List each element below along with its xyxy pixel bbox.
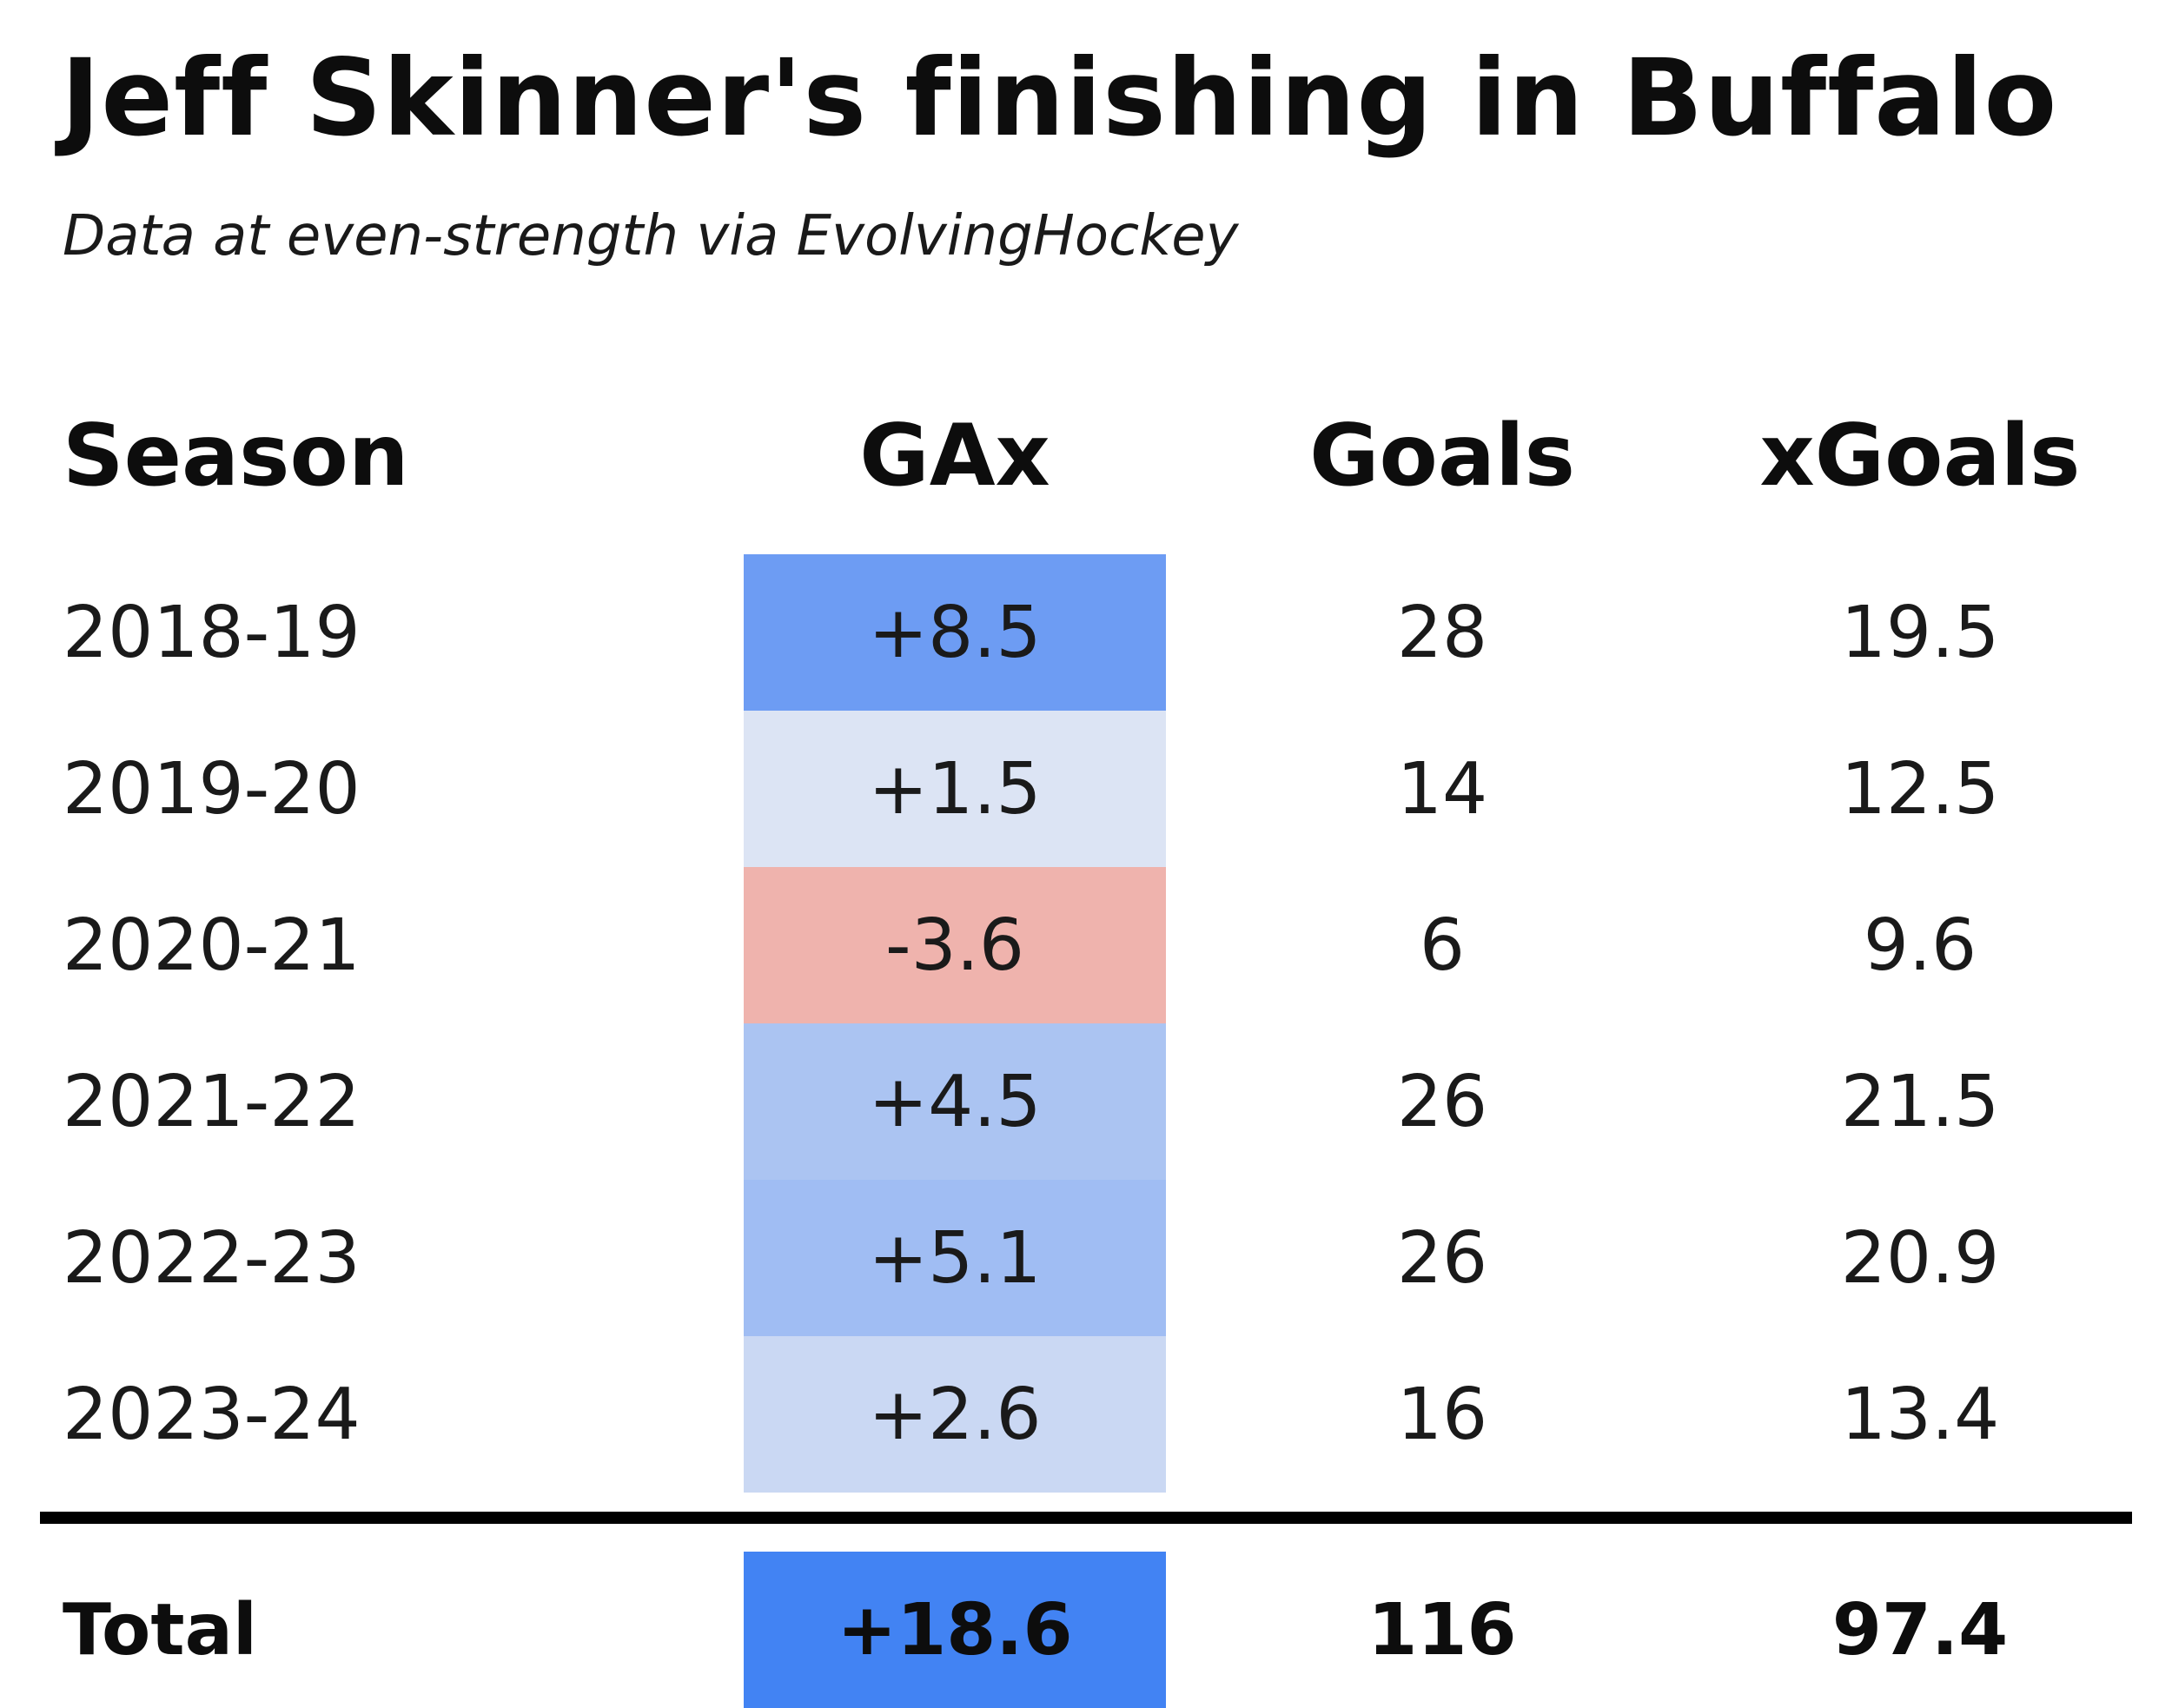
gax-heat-cell — [744, 1336, 1166, 1493]
season-cell: 2022-23 — [63, 1216, 361, 1300]
chart-subtitle: Data at even-strength via EvolvingHockey — [63, 204, 1239, 268]
goals-cell: 26 — [1396, 1060, 1488, 1143]
gax-cell: +5.1 — [868, 1216, 1042, 1300]
total-goals-cell: 116 — [1367, 1588, 1517, 1672]
total-label: Total — [63, 1588, 258, 1672]
gax-cell: +1.5 — [868, 747, 1042, 831]
gax-total-heat-cell — [744, 1552, 1166, 1708]
season-cell: 2019-20 — [63, 747, 361, 831]
season-cell: 2020-21 — [63, 904, 361, 987]
goals-cell: 28 — [1396, 591, 1488, 674]
xgoals-cell: 9.6 — [1863, 904, 1977, 987]
gax-cell: -3.6 — [885, 904, 1024, 987]
gax-cell: +2.6 — [868, 1373, 1042, 1456]
column-header-goals: Goals — [1309, 407, 1575, 506]
total-gax-cell: +18.6 — [837, 1588, 1073, 1672]
total-divider-rule — [40, 1512, 2132, 1524]
gax-cell: +4.5 — [868, 1060, 1042, 1143]
goals-cell: 6 — [1419, 904, 1466, 987]
gax-heat-cell — [744, 867, 1166, 1023]
gax-cell: +8.5 — [868, 591, 1042, 674]
gax-heat-cell — [744, 711, 1166, 867]
season-cell: 2023-24 — [63, 1373, 361, 1456]
xgoals-cell: 21.5 — [1840, 1060, 2000, 1143]
goals-cell: 26 — [1396, 1216, 1488, 1300]
season-cell: 2018-19 — [63, 591, 361, 674]
season-cell: 2021-22 — [63, 1060, 361, 1143]
gax-heat-cell — [744, 1180, 1166, 1336]
xgoals-cell: 12.5 — [1840, 747, 2000, 831]
column-header-season: Season — [63, 407, 409, 506]
xgoals-cell: 20.9 — [1840, 1216, 2000, 1300]
total-xgoals-cell: 97.4 — [1831, 1588, 2009, 1672]
goals-cell: 16 — [1396, 1373, 1488, 1456]
column-header-xgoals: xGoals — [1759, 407, 2081, 506]
goals-cell: 14 — [1396, 747, 1488, 831]
xgoals-cell: 19.5 — [1840, 591, 2000, 674]
xgoals-cell: 13.4 — [1840, 1373, 2000, 1456]
chart-title: Jeff Skinner's finishing in Buffalo — [61, 36, 2058, 160]
column-header-gax: GAx — [859, 407, 1050, 506]
gax-heat-cell — [744, 1023, 1166, 1180]
gax-heat-cell — [744, 554, 1166, 711]
